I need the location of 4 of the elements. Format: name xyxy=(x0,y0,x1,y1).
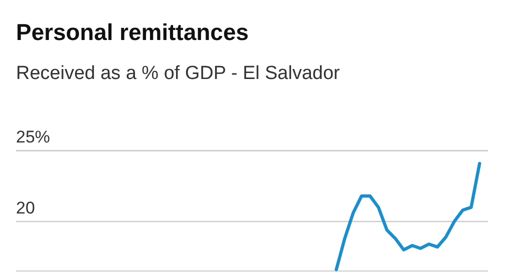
y-tick-label: 25% xyxy=(16,128,50,147)
chart-title: Personal remittances xyxy=(16,19,249,45)
chart-subtitle: Received as a % of GDP - El Salvador xyxy=(16,63,341,84)
y-tick-label: 20 xyxy=(16,198,35,218)
